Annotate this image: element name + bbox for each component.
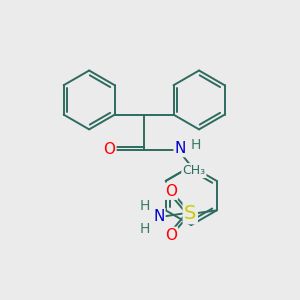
Text: S: S [184, 204, 197, 223]
Text: H: H [191, 138, 201, 152]
Text: O: O [165, 228, 177, 243]
Text: H: H [140, 222, 150, 236]
Text: N: N [153, 209, 164, 224]
Text: O: O [103, 142, 116, 158]
Text: O: O [165, 184, 177, 199]
Text: CH₃: CH₃ [182, 164, 206, 177]
Text: H: H [140, 199, 150, 213]
Text: N: N [175, 141, 186, 156]
